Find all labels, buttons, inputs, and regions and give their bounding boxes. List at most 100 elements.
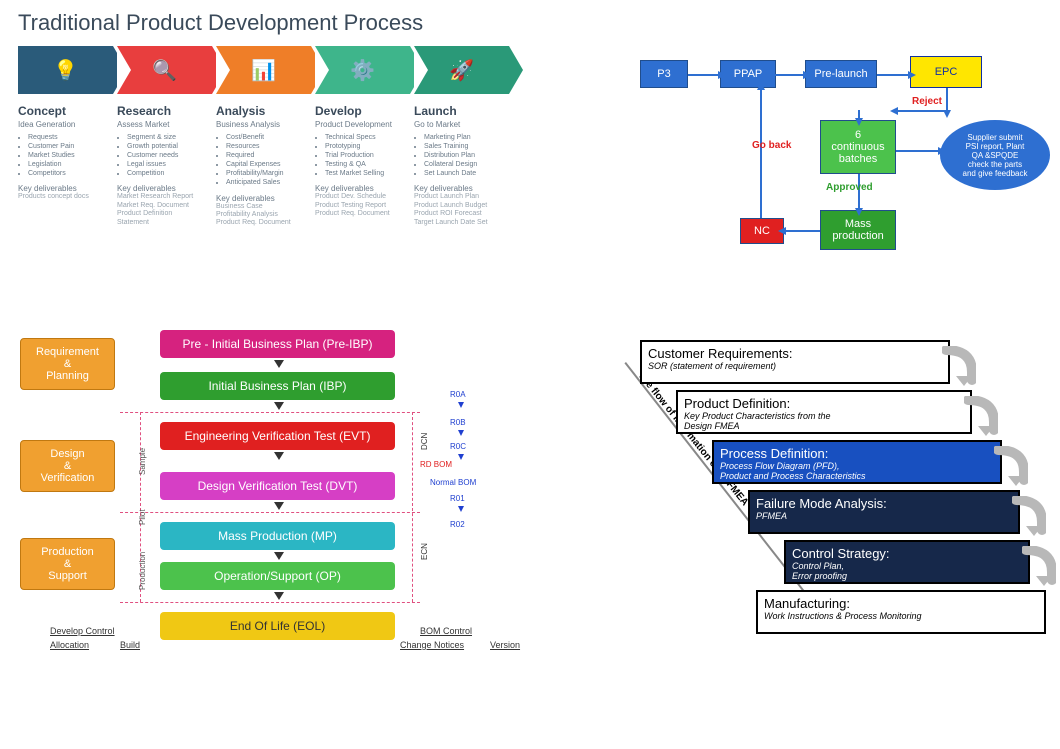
phase-bullet: Distribution Plan <box>424 151 507 160</box>
kd-text: Market Research ReportMarket Req. Docume… <box>117 193 210 227</box>
kd-title: Key deliverables <box>315 184 408 193</box>
phase-bullet: Collateral Design <box>424 160 507 169</box>
side-box-1: Design&Verification <box>20 440 115 492</box>
phase-icon: ⚙️ <box>350 58 375 83</box>
phase-icon: 💡 <box>53 58 78 83</box>
phase-v-label: Pilot <box>138 509 147 525</box>
node-epc: EPC <box>910 56 982 88</box>
cascade-step-2: Process Definition:Process Flow Diagram … <box>712 440 1002 484</box>
phase-bullet: Sales Training <box>424 142 507 151</box>
rev-label: R0A <box>450 390 466 399</box>
node-p3: P3 <box>640 60 688 88</box>
kd-title: Key deliverables <box>117 184 210 193</box>
kd-text: Product Dev. ScheduleProduct Testing Rep… <box>315 193 408 218</box>
phase-bullet: Legislation <box>28 160 111 169</box>
col-launch: Launch Go to Market Marketing PlanSales Tr… <box>414 104 513 228</box>
step-desc: Process Flow Diagram (PFD),Product and P… <box>720 461 994 481</box>
phase-bullet: Competitors <box>28 169 111 178</box>
label-approved: Approved <box>826 182 873 193</box>
col-concept: ConceptIdea GenerationRequestsCustomer P… <box>18 104 117 228</box>
arrow-concept: 💡 <box>18 46 113 94</box>
bottom-link: Version <box>490 640 520 650</box>
phase-icon: 🔍 <box>152 58 177 83</box>
phase-subtitle: Go to Market <box>414 120 507 129</box>
phase-bullet: Required <box>226 151 309 160</box>
arrow-analysis: 📊 <box>216 46 311 94</box>
rev-label: R01 <box>450 494 465 503</box>
qa-columns: ConceptIdea GenerationRequestsCustomer P… <box>18 104 560 228</box>
stage-4: Mass Production (MP) <box>160 522 395 550</box>
bottom-link: Develop Control <box>50 626 115 636</box>
node-batches: 6continuousbatches <box>820 120 896 174</box>
phase-bullet: Testing & QA <box>325 160 408 169</box>
cascade-arrow-icon <box>1012 496 1046 545</box>
stage-2: Engineering Verification Test (EVT) <box>160 422 395 450</box>
phase-bullet: Set Launch Date <box>424 169 507 178</box>
label-reject: Reject <box>912 96 942 107</box>
stage-1: Initial Business Plan (IBP) <box>160 372 395 400</box>
rev-label: R02 <box>450 520 465 529</box>
cascade-step-1: Product Definition:Key Product Character… <box>676 390 972 434</box>
node-supplier: Supplier submitPSI report, PlantQA &SPQD… <box>940 120 1050 190</box>
bottom-link: BOM Control <box>420 626 472 636</box>
rev-label: R0B <box>450 418 466 427</box>
phase-bullet: Resources <box>226 142 309 151</box>
step-title: Failure Mode Analysis: <box>756 496 1012 511</box>
cascade-arrow-icon <box>994 446 1028 495</box>
phase-bullet: Growth potential <box>127 142 210 151</box>
phase-bullet: Customer needs <box>127 151 210 160</box>
phase-bullet: Prototyping <box>325 142 408 151</box>
phase-name: Develop <box>315 104 408 118</box>
phase-icon: 📊 <box>251 58 276 83</box>
qa-arrows: 💡 🔍 📊 ⚙️ 🚀 <box>18 46 560 94</box>
phase-name: Research <box>117 104 210 118</box>
arrow-research: 🔍 <box>117 46 212 94</box>
side-box-0: Requirement&Planning <box>20 338 115 390</box>
phase-bullet: Competition <box>127 169 210 178</box>
phase-bullet: Trial Production <box>325 151 408 160</box>
epc-flowchart: P3PPAPPre-launchEPC6continuousbatchesMas… <box>600 40 1050 300</box>
step-title: Control Strategy: <box>792 546 1022 561</box>
phase-bullet: Cost/Benefit <box>226 133 309 142</box>
label-goback: Go back <box>752 140 791 151</box>
cascade-arrow-icon <box>1022 546 1056 595</box>
phase-v-label: Production <box>138 552 147 590</box>
arrow-develop: ⚙️ <box>315 46 410 94</box>
phase-bullet: Market Studies <box>28 151 111 160</box>
node-mass: Massproduction <box>820 210 896 250</box>
phase-name: Concept <box>18 104 111 118</box>
phase-bullet: Technical Specs <box>325 133 408 142</box>
col-develop: Develop Product Development Technical Spec… <box>315 104 414 228</box>
phase-subtitle: Business Analysis <box>216 120 309 129</box>
cascade-arrow-icon <box>942 346 976 395</box>
step-desc: PFMEA <box>756 511 1012 521</box>
col-research: ResearchAssess MarketSegment & sizeGrowt… <box>117 104 216 228</box>
phase-bullet: Test Market Selling <box>325 169 408 178</box>
kd-text: Business CaseProfitability AnalysisProdu… <box>216 203 309 228</box>
phase-bullet: Anticipated Sales <box>226 178 309 187</box>
phase-bullet: Marketing Plan <box>424 133 507 142</box>
phase-name: Launch <box>414 104 507 118</box>
kd-title: Key deliverables <box>216 194 309 203</box>
cascade-step-0: Customer Requirements:SOR (statement of … <box>640 340 950 384</box>
bottom-link: Change Notices <box>400 640 464 650</box>
side-box-2: Production&Support <box>20 538 115 590</box>
rev-label: R0C <box>450 442 466 451</box>
bottom-link: Build <box>120 640 140 650</box>
qa-title: Traditional Product Development Process <box>18 10 560 36</box>
phase-bullet: Profitability/Margin <box>226 169 309 178</box>
phase-icon: 🚀 <box>449 58 474 83</box>
node-prelaunch: Pre-launch <box>805 60 877 88</box>
phase-v-label: Sample <box>138 448 147 475</box>
phase-name: Analysis <box>216 104 309 118</box>
phase-subtitle: Product Development <box>315 120 408 129</box>
step-title: Manufacturing: <box>764 596 1038 611</box>
lifecycle-flow: Requirement&Planning Design&Verification P… <box>20 330 580 670</box>
cascade-step-4: Control Strategy:Control Plan,Error proo… <box>784 540 1030 584</box>
step-desc: Key Product Characteristics from theDesi… <box>684 411 964 431</box>
phase-bullet: Customer Pain <box>28 142 111 151</box>
step-desc: SOR (statement of requirement) <box>648 361 942 371</box>
stage-5: Operation/Support (OP) <box>160 562 395 590</box>
stage-6: End Of Life (EOL) <box>160 612 395 640</box>
phase-bullet: Segment & size <box>127 133 210 142</box>
